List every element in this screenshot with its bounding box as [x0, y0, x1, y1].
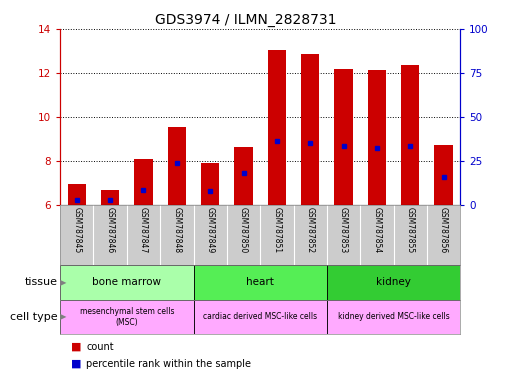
FancyBboxPatch shape — [327, 300, 460, 334]
FancyBboxPatch shape — [194, 265, 327, 300]
Text: ▶: ▶ — [60, 312, 66, 321]
Bar — [234, 147, 253, 205]
Bar — [201, 164, 219, 205]
Text: GSM787856: GSM787856 — [439, 207, 448, 253]
FancyBboxPatch shape — [60, 300, 194, 334]
Text: mesenchymal stem cells
(MSC): mesenchymal stem cells (MSC) — [79, 307, 174, 326]
Text: GSM787850: GSM787850 — [239, 207, 248, 253]
Bar — [67, 184, 86, 205]
Bar — [268, 50, 286, 205]
Text: GDS3974 / ILMN_2828731: GDS3974 / ILMN_2828731 — [155, 13, 337, 27]
Text: GSM787855: GSM787855 — [406, 207, 415, 253]
Text: GSM787845: GSM787845 — [72, 207, 81, 253]
Bar — [401, 65, 419, 205]
Text: GSM787847: GSM787847 — [139, 207, 148, 253]
FancyBboxPatch shape — [327, 265, 460, 300]
Text: GSM787852: GSM787852 — [306, 207, 315, 253]
Text: kidney: kidney — [376, 277, 411, 287]
Text: GSM787853: GSM787853 — [339, 207, 348, 253]
Bar — [101, 190, 119, 205]
Text: cell type: cell type — [10, 312, 58, 322]
Text: GSM787846: GSM787846 — [106, 207, 115, 253]
Bar — [134, 159, 153, 205]
Text: GSM787854: GSM787854 — [372, 207, 381, 253]
Bar — [435, 145, 453, 205]
Text: GSM787848: GSM787848 — [173, 207, 181, 253]
Bar — [334, 68, 353, 205]
Text: GSM787849: GSM787849 — [206, 207, 214, 253]
Text: ▶: ▶ — [60, 278, 66, 287]
Text: ■: ■ — [71, 359, 81, 369]
Text: tissue: tissue — [25, 277, 58, 287]
Bar — [168, 127, 186, 205]
Text: ■: ■ — [71, 342, 81, 352]
FancyBboxPatch shape — [60, 265, 194, 300]
Text: count: count — [86, 342, 114, 352]
Text: cardiac derived MSC-like cells: cardiac derived MSC-like cells — [203, 312, 317, 321]
Text: GSM787851: GSM787851 — [272, 207, 281, 253]
Bar — [301, 54, 320, 205]
FancyBboxPatch shape — [194, 300, 327, 334]
Text: heart: heart — [246, 277, 274, 287]
Bar — [368, 70, 386, 205]
Text: kidney derived MSC-like cells: kidney derived MSC-like cells — [338, 312, 449, 321]
Text: bone marrow: bone marrow — [93, 277, 161, 287]
Text: percentile rank within the sample: percentile rank within the sample — [86, 359, 251, 369]
